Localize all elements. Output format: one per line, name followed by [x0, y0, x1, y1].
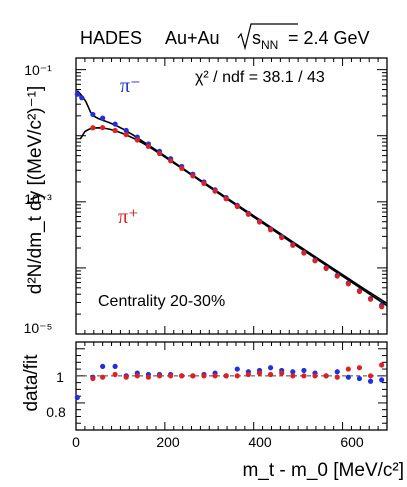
- xtick-label-200: 200: [156, 434, 180, 450]
- ratio-point-pi-plus: [245, 371, 251, 378]
- ytick-label-1e-5: 10⁻⁵: [24, 320, 53, 336]
- ratio-point-pi-plus: [223, 373, 229, 379]
- ratio-point-pi-minus: [334, 369, 340, 375]
- spectrum-point-pi-plus: [134, 137, 140, 143]
- header-energy: = 2.4 GeV: [288, 28, 370, 48]
- ytick-label-1e-3: 10⁻³: [24, 191, 52, 207]
- header-energy-symbol: sNN: [252, 28, 278, 52]
- header-experiment: HADES: [80, 28, 142, 48]
- spectrum-point-pi-plus: [212, 188, 218, 194]
- spectrum-point-pi-plus: [223, 196, 229, 202]
- ratio-point-pi-plus: [323, 373, 329, 379]
- ratio-point-pi-plus: [367, 373, 374, 379]
- ratio-point-pi-plus: [145, 374, 152, 380]
- chi2-annotation: χ² / ndf = 38.1 / 43: [195, 69, 325, 86]
- sqrt-sign-icon: [237, 23, 298, 51]
- spectrum-point-pi-plus: [312, 258, 318, 264]
- spectrum-point-pi-minus: [74, 91, 80, 97]
- ratio-point-pi-minus: [74, 394, 80, 401]
- ratio-point-pi-plus: [256, 370, 263, 376]
- ratio-point-pi-minus: [112, 363, 118, 369]
- ratio-point-pi-plus: [90, 375, 96, 382]
- ratio-frame: [75, 341, 388, 431]
- spectrum-point-pi-plus: [123, 132, 129, 138]
- spectrum-point-pi-plus: [201, 180, 207, 186]
- plot-layer: [74, 57, 388, 431]
- ratio-point-pi-plus: [134, 373, 140, 379]
- spectrum-point-pi-plus: [301, 250, 307, 256]
- legend-pi-minus: π⁻: [120, 75, 141, 97]
- ratio-ytick-label-1: 1: [56, 369, 64, 385]
- legend-pi-plus: π⁺: [118, 206, 139, 228]
- spectrum-point-pi-plus: [145, 143, 152, 150]
- ratio-point-pi-plus: [123, 374, 129, 380]
- spectrum-point-pi-plus: [112, 127, 118, 134]
- spectrum-point-pi-plus: [334, 273, 340, 279]
- x-axis-label: m_t - m_0 [MeV/c²]: [242, 460, 404, 481]
- ratio-point-pi-plus: [334, 374, 340, 380]
- spectrum-point-pi-plus: [156, 150, 163, 157]
- ratio-point-pi-plus: [100, 374, 106, 380]
- ratio-point-pi-minus: [345, 374, 351, 380]
- spectrum-point-pi-plus: [179, 165, 185, 171]
- spectrum-point-pi-minus: [123, 127, 129, 134]
- spectrum-frame: [75, 57, 388, 335]
- ratio-point-pi-plus: [212, 373, 218, 379]
- centrality-annotation: Centrality 20-30%: [98, 293, 225, 310]
- ratio-point-pi-plus: [168, 373, 174, 379]
- ratio-point-pi-minus: [356, 375, 363, 382]
- ratio-point-pi-minus: [301, 367, 307, 374]
- ratio-point-pi-plus: [312, 373, 318, 379]
- xtick-label-400: 400: [248, 434, 272, 450]
- text-layer: HADES Au+Au sNN = 2.4 GeV χ² / ndf = 38.…: [21, 23, 404, 481]
- spectrum-point-pi-plus: [345, 281, 351, 287]
- spectrum-point-pi-plus: [379, 304, 385, 310]
- spectrum-point-pi-plus: [290, 242, 296, 248]
- spectrum-point-pi-plus: [367, 296, 374, 302]
- spectrum-y-axis-label: d²N/dm_t dy [(MeV/c²)⁻¹]: [25, 86, 46, 295]
- ratio-point-pi-plus: [179, 373, 185, 379]
- ratio-point-pi-plus: [190, 373, 196, 379]
- ratio-point-pi-minus: [379, 377, 385, 383]
- ratio-point-pi-minus: [367, 378, 374, 384]
- ratio-point-pi-plus: [234, 373, 240, 379]
- xtick-label-600: 600: [340, 434, 364, 450]
- ratio-y-axis-label: data/fit: [21, 354, 42, 412]
- spectrum-point-pi-plus: [90, 125, 96, 131]
- spectrum-point-pi-plus: [323, 265, 329, 272]
- spectrum-point-pi-minus: [100, 115, 106, 121]
- ratio-point-pi-plus: [112, 371, 118, 378]
- spectrum-point-pi-plus: [356, 288, 363, 295]
- xtick-label-0: 0: [72, 434, 80, 450]
- ratio-point-pi-plus: [345, 366, 351, 372]
- ratio-point-pi-minus: [234, 366, 240, 372]
- ratio-point-pi-plus: [279, 370, 285, 376]
- ratio-point-pi-plus: [379, 362, 385, 368]
- spectrum-point-pi-plus: [100, 124, 106, 131]
- header-system: Au+Au: [165, 28, 220, 48]
- ratio-point-pi-plus: [290, 373, 296, 379]
- spectrum-point-pi-minus: [79, 95, 85, 101]
- ratio-ytick-label-0.8: 0.8: [46, 404, 66, 420]
- ratio-point-pi-minus: [290, 369, 296, 375]
- ratio-point-pi-plus: [301, 373, 307, 379]
- fit-curve-pi-minus: [76, 90, 388, 305]
- ratio-point-pi-plus: [356, 365, 363, 371]
- spectrum-point-pi-plus: [279, 234, 285, 241]
- ratio-point-pi-minus: [100, 363, 106, 369]
- spectrum-point-pi-plus: [190, 173, 196, 179]
- spectrum-point-pi-plus: [168, 158, 174, 164]
- spectrum-point-pi-minus: [90, 111, 96, 118]
- ratio-point-pi-minus: [267, 365, 274, 371]
- ratio-point-pi-plus: [201, 373, 207, 379]
- spectrum-point-pi-plus: [267, 227, 274, 233]
- ratio-point-pi-plus: [267, 371, 274, 378]
- spectrum-point-pi-plus: [256, 219, 263, 225]
- spectrum-point-pi-plus: [234, 203, 240, 210]
- ratio-point-pi-plus: [156, 373, 163, 379]
- ytick-label-1e-1: 10⁻¹: [24, 62, 52, 78]
- spectrum-point-pi-minus: [112, 121, 118, 127]
- spectrum-point-pi-plus: [245, 211, 251, 217]
